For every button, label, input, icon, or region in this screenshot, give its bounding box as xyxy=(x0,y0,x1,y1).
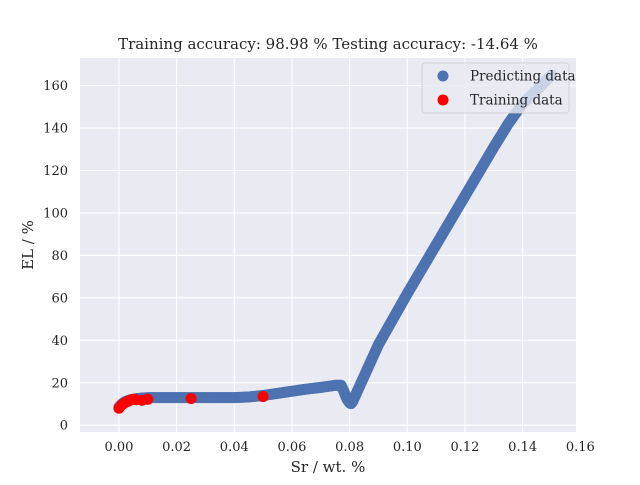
y-tick-label: 140 xyxy=(43,122,68,137)
x-tick-label: 0.04 xyxy=(220,440,249,455)
training-point xyxy=(142,393,154,405)
y-tick-label: 160 xyxy=(43,79,68,94)
y-tick-label: 40 xyxy=(51,334,68,349)
legend-marker-predicting xyxy=(437,70,449,82)
chart-title: Training accuracy: 98.98 % Testing accur… xyxy=(118,35,538,53)
legend-marker-training xyxy=(437,94,449,106)
x-tick-label: 0.16 xyxy=(566,440,595,455)
y-tick-label: 60 xyxy=(51,291,68,306)
y-tick-label: 100 xyxy=(43,206,68,221)
series-training xyxy=(113,391,269,414)
x-tick-label: 0.12 xyxy=(451,440,480,455)
x-tick-label: 0.02 xyxy=(162,440,191,455)
training-point xyxy=(257,391,269,403)
y-tick-label: 20 xyxy=(51,376,68,391)
legend-box xyxy=(421,62,570,114)
y-tick-label: 0 xyxy=(60,419,68,434)
series-layer xyxy=(113,69,557,414)
legend-label-training: Training data xyxy=(470,93,563,109)
legend: Predicting data Training data xyxy=(421,62,576,114)
x-tick-label: 0.10 xyxy=(393,440,422,455)
plot-area xyxy=(80,58,576,432)
tick-labels: 0.00 0.02 0.04 0.06 0.08 0.10 0.12 0.14 0.16 0 20 4… xyxy=(43,79,595,455)
x-tick-label: 0.14 xyxy=(508,440,537,455)
x-tick-label: 0.06 xyxy=(277,440,306,455)
grid xyxy=(80,58,581,432)
y-tick-label: 80 xyxy=(51,249,68,264)
training-point xyxy=(185,392,197,404)
x-axis-label: Sr / wt. % xyxy=(291,458,366,476)
y-tick-label: 120 xyxy=(43,164,68,179)
legend-label-predicting: Predicting data xyxy=(470,69,576,85)
y-axis-label: EL / % xyxy=(19,220,37,270)
x-tick-label: 0.08 xyxy=(335,440,364,455)
x-tick-label: 0.00 xyxy=(104,440,133,455)
